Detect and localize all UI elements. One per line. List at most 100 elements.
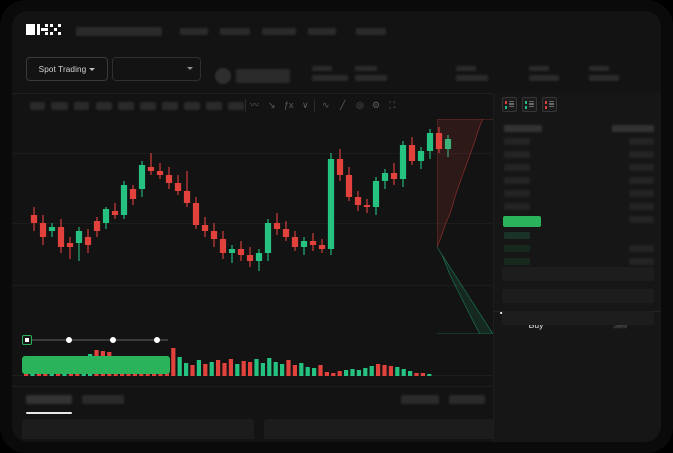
orderbook-bid-row[interactable] [504, 232, 530, 239]
order-amount-field[interactable] [502, 289, 654, 303]
mode-bar-top [545, 100, 547, 104]
tool-timeframe-1d[interactable] [162, 102, 178, 110]
nav-item-1[interactable] [180, 28, 208, 35]
orderbook-rows[interactable] [494, 117, 661, 310]
slider-stop-dot[interactable] [66, 336, 72, 343]
order-amount-slider[interactable] [22, 335, 170, 345]
orderbook-size-cell[interactable] [629, 216, 654, 223]
snapshot-icon[interactable]: ◎ [356, 100, 364, 110]
sell-tab[interactable]: Sell [612, 320, 628, 330]
active-tab-indicator [26, 412, 72, 414]
orderbook-mode-asks[interactable] [542, 97, 557, 112]
slider-stop-dot[interactable] [110, 336, 116, 343]
chart-footer [12, 386, 492, 417]
orderbook-ask-row[interactable] [504, 203, 530, 210]
settings-gear-icon[interactable]: ⚙ [372, 100, 381, 110]
order-price-field[interactable] [502, 267, 654, 281]
orderbook-ask-row[interactable] [504, 177, 530, 184]
bottom-panels [12, 416, 493, 442]
indicators-icon[interactable]: ƒx [284, 100, 294, 110]
orderbook-spread-row[interactable] [503, 216, 541, 227]
mode-lines [529, 106, 534, 108]
stat-24h-low [529, 66, 559, 81]
tool-timeframe-15m[interactable] [74, 102, 89, 110]
orderbook-size-cell[interactable] [629, 177, 654, 184]
tool-timeframe-1m[interactable] [30, 102, 45, 110]
fullscreen-icon[interactable]: ⛶ [389, 100, 396, 110]
stat-24h-change [355, 66, 387, 81]
orderbook-size-cell[interactable] [629, 190, 654, 197]
chart-action-button-2[interactable] [449, 395, 485, 404]
nav-item-3[interactable] [262, 28, 296, 35]
header-search-input[interactable] [76, 27, 162, 36]
stat-label [355, 66, 377, 71]
candlestick-series [30, 127, 452, 271]
tool-timeframe-1mo[interactable] [206, 102, 222, 110]
order-book-depth-chart [437, 119, 493, 334]
orderbook-ask-row[interactable] [504, 125, 542, 132]
tool-timeframe-more[interactable] [228, 102, 244, 110]
orderbook-ask-row[interactable] [504, 190, 530, 197]
mode-lines [549, 100, 554, 102]
orderbook-bid-row[interactable] [504, 245, 530, 252]
stat-value [529, 75, 559, 81]
orderbook-mode-both[interactable] [502, 97, 517, 112]
orderbook-size-cell[interactable] [612, 125, 654, 132]
slider-handle[interactable] [22, 335, 32, 345]
magnet-icon[interactable]: ╱ [340, 100, 346, 110]
place-buy-order-button[interactable] [22, 356, 170, 374]
tool-timeframe-1h[interactable] [118, 102, 134, 110]
orderbook-size-cell[interactable] [629, 245, 654, 252]
orderbook-size-cell[interactable] [629, 138, 654, 145]
tool-timeframe-30m[interactable] [96, 102, 112, 110]
orderbook-size-cell[interactable] [629, 164, 654, 171]
mode-lines [509, 100, 514, 102]
mode-lines [529, 100, 534, 102]
price-chart[interactable] [12, 119, 492, 334]
orderbook-ask-row[interactable] [504, 138, 530, 145]
stat-value [456, 75, 488, 81]
coin-avatar [215, 68, 231, 84]
chart-action-button-1[interactable] [401, 395, 439, 404]
line-chart-icon[interactable]: ↘ [268, 100, 276, 110]
slider-stop-dot[interactable] [154, 336, 160, 343]
orderbook-size-cell[interactable] [629, 203, 654, 210]
mode-lines [549, 106, 554, 108]
candlestick-chart-icon[interactable]: 〰 [250, 100, 260, 110]
orderbook-trade-panel: Buy Sell [493, 93, 661, 442]
chart-tab-depth[interactable] [82, 395, 124, 404]
trade-history-panel[interactable] [264, 419, 493, 439]
buy-tab[interactable]: Buy [528, 320, 544, 330]
orderbook-bid-row[interactable] [504, 258, 530, 265]
orderbook-view-modes [502, 97, 557, 112]
chart-tab-tradingview[interactable] [26, 395, 72, 404]
nav-item-5[interactable] [356, 28, 386, 35]
chevron-down-icon [89, 67, 96, 71]
mode-lines [509, 103, 514, 105]
nav-item-4[interactable] [308, 28, 336, 35]
app-header [12, 11, 661, 47]
chart-gridline [12, 285, 492, 286]
tool-timeframe-4h[interactable] [140, 102, 156, 110]
orderbook-size-cell[interactable] [629, 151, 654, 158]
compare-icon[interactable]: ∿ [322, 100, 330, 110]
orderbook-ask-row[interactable] [504, 164, 530, 171]
chevron-down-icon[interactable]: ∨ [302, 100, 309, 110]
orderbook-ask-row[interactable] [504, 151, 530, 158]
tool-timeframe-5m[interactable] [51, 102, 68, 110]
mode-bar-bottom [545, 105, 547, 109]
orderbook-size-cell[interactable] [629, 258, 654, 265]
mode-bar-bottom [525, 105, 527, 109]
open-orders-panel[interactable] [22, 419, 254, 439]
tool-timeframe-1w[interactable] [184, 102, 200, 110]
nav-item-2[interactable] [220, 28, 250, 35]
trading-pair-name [236, 69, 290, 83]
order-total-field[interactable] [502, 311, 654, 325]
trading-pair-selector[interactable] [112, 57, 201, 81]
market-type-selector[interactable]: Spot Trading [26, 57, 108, 81]
okx-logo[interactable] [26, 24, 61, 35]
orderbook-mode-bids[interactable] [522, 97, 537, 112]
okx-trading-app-screen: Spot Trading 〰 ↘ ƒx ∨ ∿ ╱ ◎ ⚙ ⛶ Buy Se [12, 11, 661, 442]
market-subheader: Spot Trading [12, 47, 661, 94]
